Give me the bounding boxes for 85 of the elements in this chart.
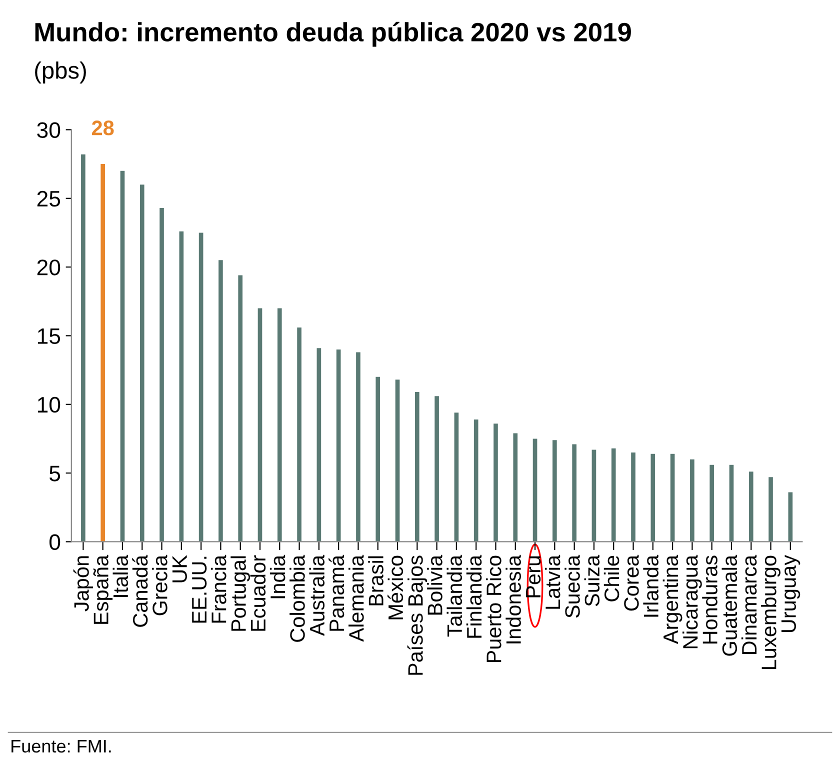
x-tick-label: Brasil: [368, 556, 384, 606]
bar: [434, 396, 439, 542]
bar: [788, 492, 793, 542]
source-note: Fuente: FMI.: [12, 740, 111, 753]
bar: [376, 376, 380, 542]
bar: [198, 232, 204, 542]
bar: [494, 424, 498, 542]
y-tick-label: 25: [37, 190, 60, 207]
bar: [140, 184, 144, 542]
bar: [81, 154, 86, 542]
x-tick-label: Grecia: [152, 554, 168, 616]
bar: [258, 308, 262, 542]
bar: [336, 349, 341, 542]
x-tick-label: Portugal: [230, 556, 250, 631]
x-tick-label: Corea: [624, 554, 639, 611]
x-tick-label: Alemania: [348, 554, 364, 642]
bar: [513, 433, 518, 542]
x-tick-label: Países Bajos: [407, 556, 427, 675]
x-tick-label: EE.UU.: [192, 556, 207, 623]
bar: [160, 208, 164, 542]
bar: [768, 477, 773, 542]
x-tick-label: Latvia: [544, 554, 560, 609]
bar: [395, 380, 400, 542]
x-tick-label: España: [93, 554, 113, 624]
x-tick-label: Guatemala: [722, 554, 738, 656]
bar: [631, 452, 636, 542]
x-tick-label: Argentina: [662, 554, 682, 644]
x-tick-label: Luxemburgo: [761, 556, 780, 670]
bar: [100, 164, 105, 542]
y-tick-label: 0: [49, 534, 60, 550]
x-tick-label: Panamá: [328, 554, 344, 631]
y-tick-label: 20: [37, 260, 60, 276]
bar: [592, 450, 596, 542]
y-tick-label: 5: [50, 466, 60, 482]
x-tick-label: Dinamarca: [741, 554, 757, 654]
bar: [316, 348, 322, 542]
x-tick-label: Francia: [210, 554, 226, 623]
bar: [572, 444, 576, 542]
bar: [218, 260, 223, 542]
x-tick-label: Canadá: [132, 554, 148, 627]
bar: [238, 275, 243, 542]
x-tick-label: Japón: [73, 556, 94, 612]
bar: [552, 440, 557, 542]
bar: [120, 170, 125, 542]
x-tick-label: Nicaragua: [682, 554, 702, 648]
bar: [670, 454, 675, 542]
x-tick-label: India: [270, 554, 286, 598]
x-tick-label: Ecuador: [250, 555, 266, 631]
bar: [650, 454, 656, 542]
bar: [710, 464, 714, 542]
bar: [297, 327, 302, 542]
y-tick-label: 10: [38, 396, 60, 413]
bar: [356, 352, 360, 542]
x-tick-label: Uruguay: [781, 554, 800, 632]
bar: [179, 231, 184, 542]
bar: [690, 459, 694, 542]
x-tick-label: Irlanda: [643, 554, 658, 617]
bar: [748, 472, 754, 542]
bar: [729, 464, 734, 542]
bar: [454, 412, 459, 542]
x-tick-label: Tailandia: [446, 554, 462, 637]
x-tick-label: Finlandia: [466, 554, 482, 638]
bar: [532, 438, 538, 542]
bar: [611, 448, 616, 542]
data-label: 28: [92, 120, 114, 136]
x-tick-label: Honduras: [702, 556, 718, 644]
x-tick-label: Peru: [526, 556, 541, 598]
y-tick-label: 15: [38, 328, 60, 344]
bar: [474, 419, 478, 542]
x-tick-label: Indonesia: [506, 554, 521, 644]
x-tick-label: Chile: [604, 556, 620, 602]
x-tick-label: Colombia: [290, 554, 305, 642]
x-tick-label: México: [388, 556, 404, 620]
chart-subtitle: (pbs): [35, 61, 86, 84]
bar: [277, 308, 282, 542]
x-tick-label: Bolivia: [427, 554, 442, 615]
x-tick-label: Suiza: [584, 554, 600, 606]
x-tick-label: Australia: [309, 554, 325, 636]
bar: [414, 392, 420, 542]
chart-title: Mundo: incremento deuda pública 2020 vs 2019: [35, 22, 631, 47]
y-tick-label: 30: [37, 122, 60, 138]
x-tick-label: Puerto Rico: [486, 556, 502, 662]
x-tick-label: UK: [172, 555, 188, 582]
x-tick-label: Italia: [112, 554, 128, 598]
x-tick-label: Suecia: [564, 554, 580, 618]
